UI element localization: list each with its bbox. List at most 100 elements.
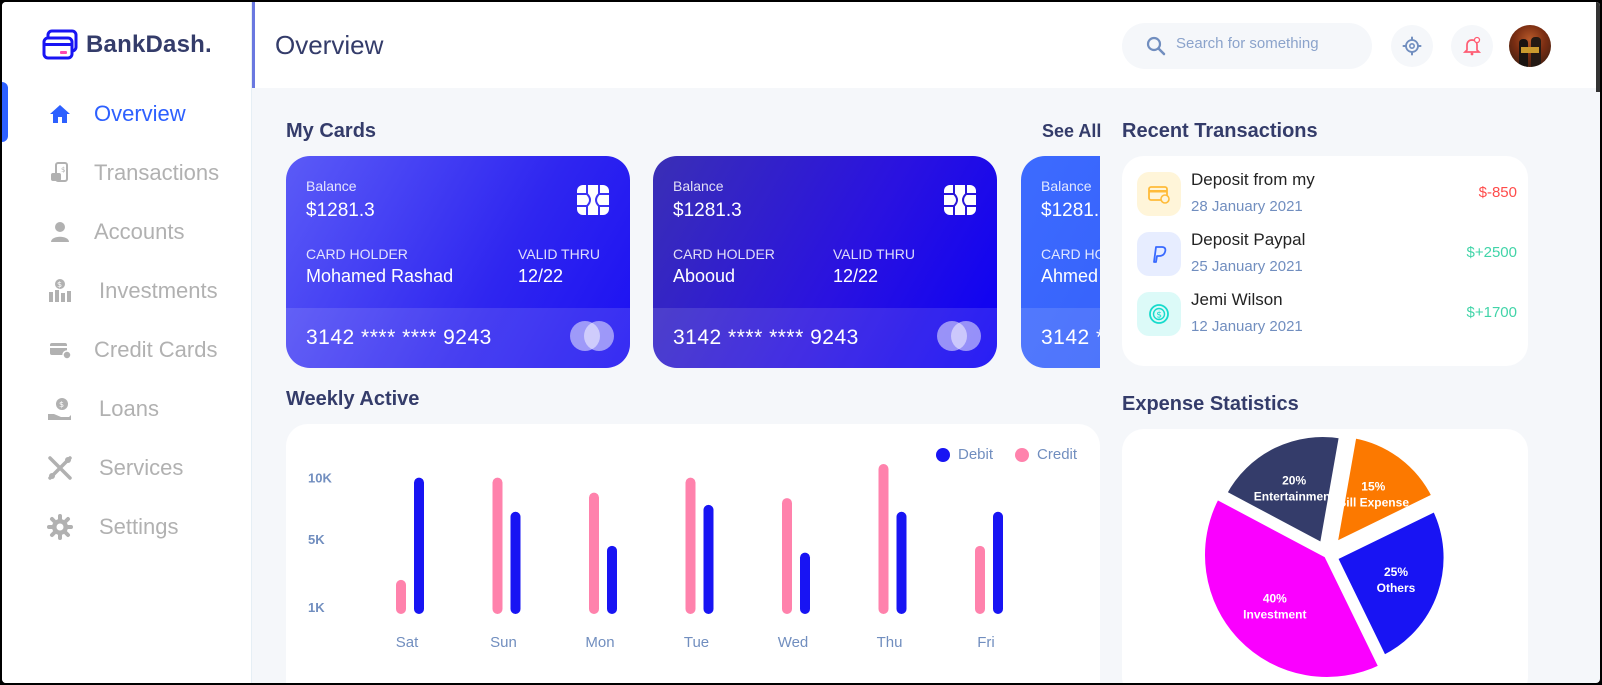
bar-credit-mon[interactable] [589,492,599,614]
sidebar-item-investments[interactable]: $ Investments [2,271,252,311]
notifications-button[interactable] [1451,25,1493,67]
card-icon [1137,172,1181,216]
pie-pct-label: 25% [1384,565,1408,579]
cards-carousel[interactable]: Balance $1281.3 CARD HOLDER Mohamed Rash… [286,156,1100,368]
card-chip-icon [577,185,609,215]
weekly-bar-chart: 10K 5K 1K Sat Sun Mon Tue Wed Thu Fri [308,464,1003,651]
bar-debit-sun[interactable] [510,511,521,614]
card-holder-label: CARD HOLDER [673,246,775,262]
recent-transactions-title: Recent Transactions [1122,120,1318,142]
svg-text:$: $ [1156,311,1162,321]
active-indicator [2,82,8,142]
sidebar: BankDash. Overview $ Transactions Accoun… [2,2,252,683]
balance-value: $1281.3 [1041,200,1100,221]
sidebar-item-settings[interactable]: Settings [2,507,252,547]
settings-button[interactable] [1391,25,1433,67]
bar-credit-wed[interactable] [782,498,792,614]
y-tick-label: 1K [308,600,325,615]
bar-credit-tue[interactable] [685,477,696,614]
sidebar-item-accounts[interactable]: Accounts [2,212,252,252]
bar-credit-sat[interactable] [396,579,406,614]
bar-debit-wed[interactable] [800,552,810,614]
brand-name: BankDash. [86,31,212,58]
bar-debit-tue[interactable] [703,504,714,614]
page-title: Overview [275,30,384,60]
credit-card[interactable]: Balance $1281.3 CARD HOLDER Mohamed Rash… [286,156,630,368]
y-tick-label: 5K [308,532,325,547]
bar-debit-mon[interactable] [607,545,617,614]
paypal-icon [1137,232,1181,276]
card-footer [1021,308,1100,368]
loan-icon: $ [46,395,74,423]
pie-slice-investment[interactable] [1199,493,1385,683]
card-number: 3142 **** **** 9243 [673,326,859,349]
sidebar-item-label: Credit Cards [94,337,218,362]
sidebar-item-credit-cards[interactable]: Credit Cards [2,330,252,370]
legend-credit-label: Credit [1037,446,1078,463]
balance-value: $1281.3 [306,200,375,221]
card-holder-name: Abooud [673,266,736,286]
expense-panel: 20% Entertainment 15% Bill Expense 25% Others… [1122,429,1528,683]
valid-thru-value: 12/22 [518,266,564,286]
bell-icon [1462,36,1482,56]
legend-credit-swatch [1015,447,1030,462]
sidebar-item-services[interactable]: Services [2,448,252,488]
pie-pct-label: 15% [1361,480,1385,494]
sidebar-item-overview[interactable]: Overview [2,82,252,142]
services-icon [46,454,74,482]
transaction-date: 28 January 2021 [1191,198,1303,215]
credit-card[interactable]: Balance $1281.3 CARD HOLDER Ahmed 3142 *… [1021,156,1100,368]
valid-thru-value: 12/22 [833,266,879,286]
credit-card[interactable]: Balance $1281.3 CARD HOLDER Abooud VALID… [653,156,997,368]
transaction-row[interactable]: Deposit from my 28 January 2021 $-850 [1137,170,1517,218]
balance-label: Balance [673,178,724,194]
transaction-title: Deposit from my [1191,170,1315,189]
scrollbar[interactable] [1596,2,1600,92]
gear-icon [1402,36,1422,56]
card-holder-label: CARD HOLDER [1041,246,1100,262]
pie-slice-others[interactable] [1331,505,1450,662]
sidebar-item-loans[interactable]: $ Loans [2,389,252,429]
pie-pct-label: 40% [1263,591,1287,605]
see-all-link[interactable]: See All [1042,121,1102,141]
gear-icon [46,513,74,541]
valid-thru-label: VALID THRU [833,246,915,262]
mastercard-icon [937,321,981,351]
sidebar-item-label: Services [99,455,184,480]
pie-category-label: Bill Expense [1338,496,1410,510]
y-tick-label: 10K [308,471,332,486]
pie-slice-entertainment[interactable] [1220,431,1346,550]
valid-thru-label: VALID THRU [518,246,600,262]
sidebar-item-transactions[interactable]: $ Transactions [2,153,252,193]
avatar[interactable] [1509,25,1551,67]
brand-logo[interactable]: BankDash. [42,29,212,61]
bar-debit-sat[interactable] [414,477,424,614]
transaction-row[interactable]: Deposit Paypal 25 January 2021 $+2500 [1137,230,1517,278]
svg-text:$: $ [61,166,65,174]
transaction-row[interactable]: $ Jemi Wilson 12 January 2021 $+1700 [1137,290,1517,338]
bar-debit-thu[interactable] [896,511,907,614]
bar-credit-thu[interactable] [878,464,889,614]
transaction-title: Deposit Paypal [1191,230,1306,249]
bar-debit-fri[interactable] [993,511,1003,614]
transaction-amount: $+2500 [1466,244,1517,261]
pie-slice-bill-expense[interactable] [1331,432,1438,549]
sidebar-item-label: Loans [99,396,159,421]
search-input[interactable] [1176,35,1356,52]
dollar-coin-icon: $ [1137,292,1181,336]
transactions-icon: $ [46,159,74,187]
bar-credit-fri[interactable] [975,545,985,614]
balance-label: Balance [306,178,357,194]
investment-icon: $ [46,277,74,305]
credit-card-icon [46,336,74,364]
sidebar-item-label: Overview [94,101,186,126]
sidebar-item-label: Accounts [94,219,185,244]
bar-credit-sun[interactable] [492,477,503,614]
expense-statistics-title: Expense Statistics [1122,393,1299,415]
card-holder-name: Ahmed [1041,266,1099,286]
legend-debit-label: Debit [958,446,994,463]
search-box[interactable] [1122,23,1372,69]
top-header: Overview [252,2,1600,92]
legend-debit-swatch [936,447,950,462]
